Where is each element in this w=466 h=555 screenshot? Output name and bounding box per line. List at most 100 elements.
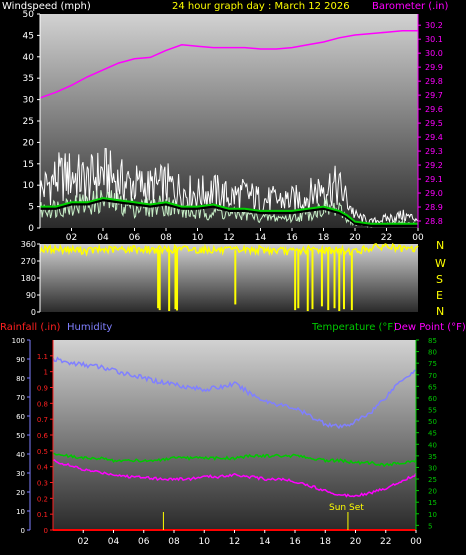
barometer-y-tick-label: 29.4 bbox=[425, 133, 443, 142]
direction-y-tick-label: 90 bbox=[26, 291, 36, 300]
barometer-y-tick-label: 29.3 bbox=[425, 147, 443, 156]
rain-y-tick-label: 0.9 bbox=[37, 385, 48, 393]
humidity-series bbox=[52, 356, 417, 430]
temperature-y-tick-label: 5 bbox=[428, 522, 432, 530]
rain-y-tick-label: 0.7 bbox=[37, 416, 48, 424]
sunset-label: Sun Set bbox=[329, 503, 364, 513]
barometer-y-tick-label: 29.0 bbox=[425, 189, 443, 198]
rain-y-tick-label: 1.1 bbox=[37, 353, 48, 361]
barometer-series bbox=[39, 30, 418, 99]
temperature-y-tick-label: 35 bbox=[428, 453, 437, 461]
wind-x-tick-label: 14 bbox=[255, 233, 267, 243]
humidity-label: Humidity bbox=[67, 322, 112, 333]
temperature-y-tick-label: 80 bbox=[428, 349, 437, 357]
rainfall-label: Rainfall (.in) bbox=[0, 322, 61, 333]
barometer-y-tick-label: 28.9 bbox=[425, 203, 443, 212]
wind-y-tick-label: 50 bbox=[23, 10, 35, 20]
direction-y-tick-label: 180 bbox=[21, 274, 36, 283]
rain-y-tick-label: 0.1 bbox=[37, 511, 48, 519]
rain-y-tick-label: 0.2 bbox=[37, 495, 48, 503]
humidity-y-tick-label: 90 bbox=[16, 356, 25, 364]
rain-y-tick-label: 0.5 bbox=[37, 448, 48, 456]
humidity-y-tick-label: 60 bbox=[16, 413, 25, 421]
wind-y-tick-label: 10 bbox=[23, 181, 35, 191]
graph-title: 24 hour graph day : March 12 2026 bbox=[172, 1, 350, 12]
temperature-y-tick-label: 15 bbox=[428, 499, 437, 507]
wind-y-tick-label: 20 bbox=[23, 138, 35, 148]
temp-x-tick-label: 10 bbox=[199, 537, 211, 547]
wind-x-tick-label: 00 bbox=[412, 233, 424, 243]
barometer-y-tick-label: 29.7 bbox=[425, 91, 443, 100]
temp-plot-area bbox=[53, 340, 416, 530]
wind-x-tick-label: 16 bbox=[286, 233, 298, 243]
temp-x-tick-label: 04 bbox=[108, 537, 120, 547]
temperature-y-tick-label: 50 bbox=[428, 418, 437, 426]
rain-y-tick-label: 0 bbox=[44, 527, 48, 535]
rain-y-tick-label: 0.8 bbox=[37, 400, 48, 408]
barometer-y-tick-label: 29.2 bbox=[425, 161, 443, 170]
direction-layer bbox=[39, 242, 419, 312]
humidity-y-tick-label: 0 bbox=[21, 527, 25, 535]
windspeed-label: Windspeed (mph) bbox=[2, 1, 91, 12]
wind-x-tick-label: 10 bbox=[192, 233, 204, 243]
barometer-y-tick-label: 29.9 bbox=[425, 63, 443, 72]
temp-x-tick-label: 20 bbox=[350, 537, 362, 547]
humidity-y-tick-label: 70 bbox=[16, 394, 25, 402]
dewpoint-label: Dew Point (°F) bbox=[394, 322, 466, 333]
temperature-y-tick-label: 45 bbox=[428, 430, 437, 438]
wind-x-tick-label: 04 bbox=[97, 233, 109, 243]
wind-y-tick-label: 5 bbox=[28, 203, 34, 213]
temperature-series bbox=[52, 452, 417, 468]
wind-direction-series bbox=[39, 242, 419, 257]
wind-y-tick-label: 0 bbox=[28, 224, 34, 234]
temperature-y-tick-label: 10 bbox=[428, 511, 437, 519]
wind-layer bbox=[39, 30, 419, 228]
wind-x-tick-label: 06 bbox=[129, 233, 141, 243]
rain-y-tick-label: 0.6 bbox=[37, 432, 49, 440]
humidity-y-tick-label: 100 bbox=[12, 337, 25, 345]
direction-plot-area bbox=[40, 244, 418, 312]
wind-mean-shadow bbox=[40, 198, 418, 227]
wind-x-tick-label: 02 bbox=[66, 233, 77, 243]
temperature-y-tick-label: 40 bbox=[428, 441, 437, 449]
compass-s: S bbox=[436, 273, 443, 286]
wind-y-tick-label: 30 bbox=[23, 96, 35, 106]
compass-e: E bbox=[436, 289, 443, 302]
humidity-y-tick-label: 10 bbox=[16, 508, 25, 516]
humidity-y-tick-label: 30 bbox=[16, 470, 25, 478]
wind-x-tick-label: 20 bbox=[349, 233, 361, 243]
temperature-y-tick-label: 30 bbox=[428, 464, 437, 472]
wind-y-tick-label: 35 bbox=[23, 74, 34, 84]
direction-y-tick-label: 360 bbox=[21, 240, 36, 249]
temperature-y-tick-label: 20 bbox=[428, 488, 437, 496]
wind-x-tick-label: 22 bbox=[381, 233, 392, 243]
temperature-y-tick-label: 60 bbox=[428, 395, 437, 403]
humidity-y-tick-label: 40 bbox=[16, 451, 25, 459]
temperature-y-tick-label: 25 bbox=[428, 476, 437, 484]
wind-gust-series bbox=[39, 147, 419, 225]
dewpoint-series bbox=[52, 459, 417, 498]
wind-y-tick-label: 15 bbox=[23, 160, 34, 170]
temperature-label: Temperature (°F) bbox=[311, 322, 397, 333]
temp-x-tick-label: 00 bbox=[410, 537, 422, 547]
temp-x-tick-label: 02 bbox=[78, 537, 89, 547]
wind-y-tick-label: 25 bbox=[23, 117, 34, 127]
temp-x-tick-label: 16 bbox=[289, 537, 301, 547]
wind-x-tick-label: 18 bbox=[318, 233, 330, 243]
wind-mean-series bbox=[40, 196, 418, 225]
temperature-y-tick-label: 55 bbox=[428, 407, 437, 415]
barometer-y-tick-label: 29.1 bbox=[425, 175, 443, 184]
temp-x-tick-label: 18 bbox=[320, 537, 332, 547]
temp-x-tick-label: 06 bbox=[138, 537, 150, 547]
temperature-y-tick-label: 65 bbox=[428, 383, 437, 391]
rain-y-tick-label: 0.4 bbox=[37, 464, 49, 472]
compass-n-bottom: N bbox=[436, 305, 444, 318]
barometer-y-tick-label: 29.6 bbox=[425, 105, 443, 114]
rain-y-tick-label: 1 bbox=[44, 369, 48, 377]
direction-y-tick-label: 270 bbox=[21, 257, 36, 266]
wind-y-tick-label: 40 bbox=[23, 53, 35, 63]
wind-y-tick-label: 45 bbox=[23, 31, 34, 41]
temperature-y-tick-label: 70 bbox=[428, 372, 437, 380]
temp-x-tick-label: 12 bbox=[229, 537, 240, 547]
